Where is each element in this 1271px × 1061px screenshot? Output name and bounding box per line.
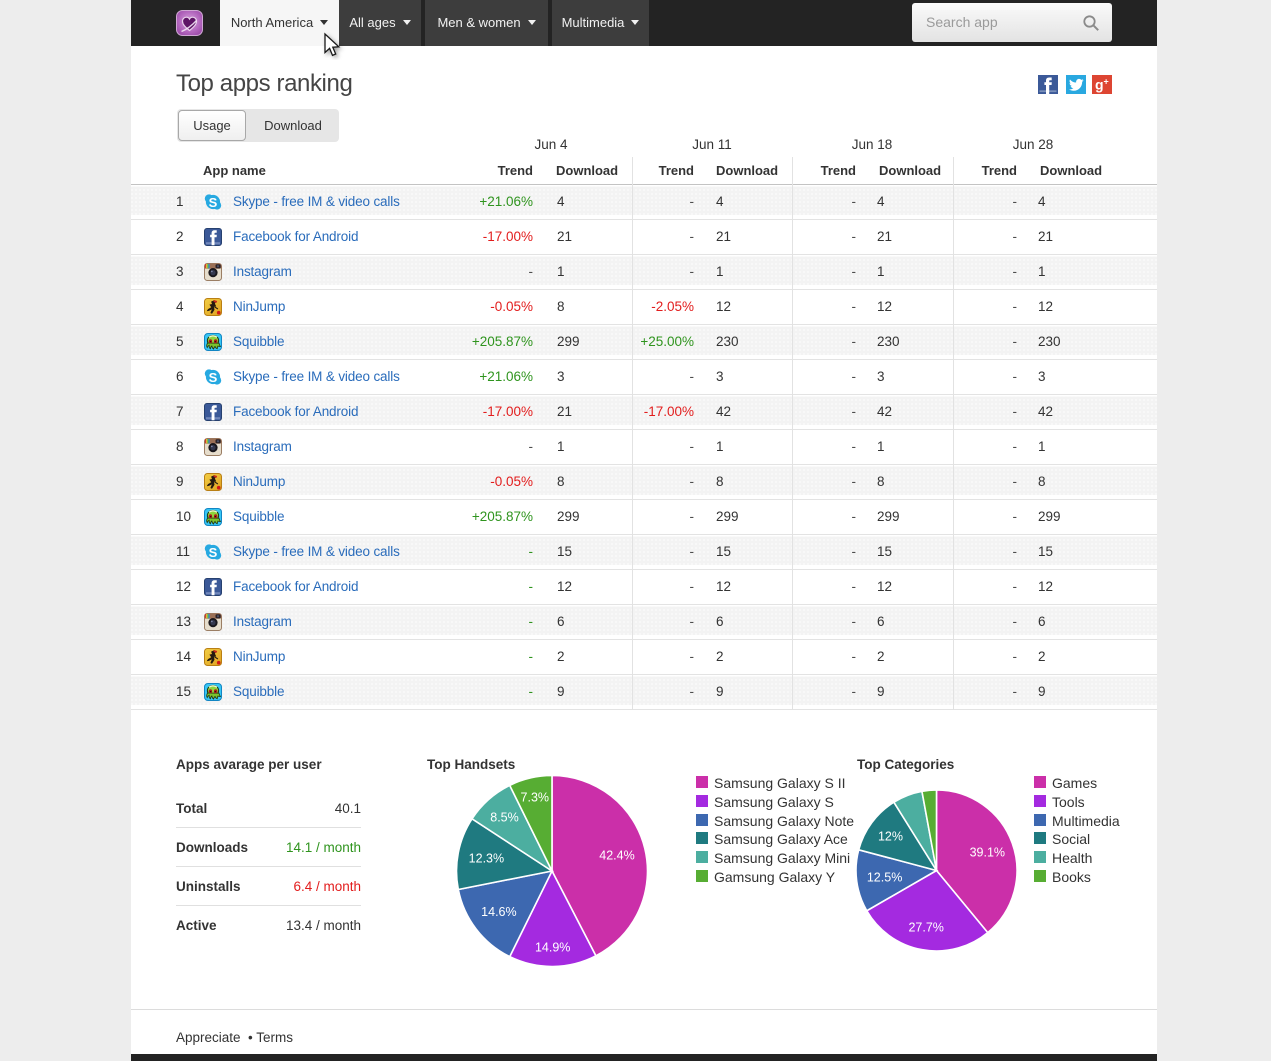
svg-text:39.1%: 39.1% bbox=[970, 846, 1005, 860]
svg-text:8.5%: 8.5% bbox=[490, 811, 519, 825]
svg-text:42.4%: 42.4% bbox=[599, 848, 634, 862]
svg-text:7.3%: 7.3% bbox=[521, 791, 550, 805]
svg-text:S: S bbox=[209, 545, 218, 560]
svg-text:12%: 12% bbox=[878, 830, 903, 844]
svg-text:27.7%: 27.7% bbox=[908, 921, 943, 935]
svg-text:14.6%: 14.6% bbox=[481, 905, 516, 919]
svg-text:+: + bbox=[1104, 77, 1109, 87]
svg-text:g: g bbox=[1095, 77, 1104, 93]
svg-text:14.9%: 14.9% bbox=[535, 941, 570, 955]
svg-text:12.5%: 12.5% bbox=[867, 871, 902, 885]
svg-text:S: S bbox=[209, 370, 218, 385]
svg-text:12.3%: 12.3% bbox=[469, 852, 504, 866]
svg-text:S: S bbox=[209, 195, 218, 210]
